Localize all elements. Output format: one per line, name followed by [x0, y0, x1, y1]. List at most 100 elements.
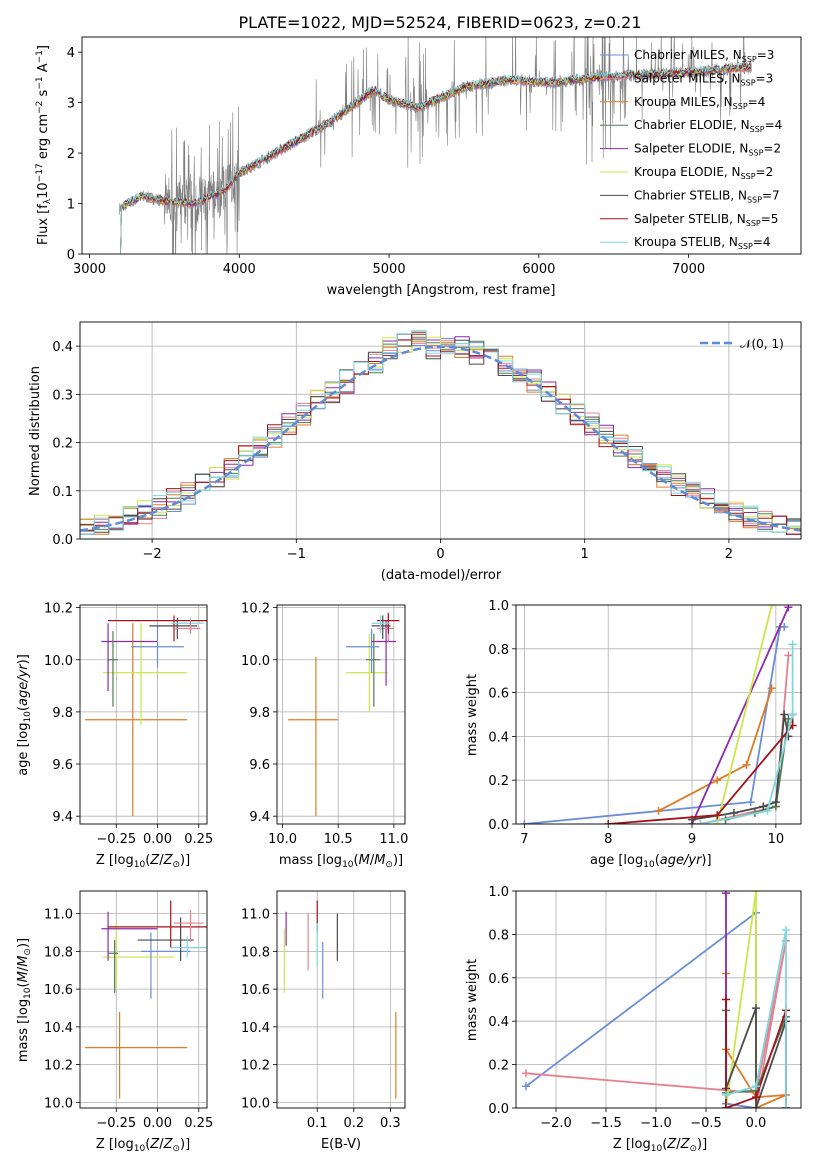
x-tick-label: −1.5: [590, 1116, 622, 1131]
legend-value: =5: [761, 212, 779, 226]
x-axis-label-part: )]: [393, 853, 403, 868]
x-axis-label: Z [log10(Z/Z⊙)]: [96, 853, 190, 870]
legend-name: Kroupa ELODIE, N: [634, 165, 741, 179]
y-tick-label: 0.6: [488, 972, 509, 987]
legend-value: =3: [757, 48, 775, 62]
y-axis-label-part: 10: [36, 182, 51, 199]
x-axis-label-part: Z [log: [96, 1137, 134, 1152]
y-axis-label-part: )]: [16, 938, 31, 948]
y-tick-label: 0.4: [52, 340, 73, 355]
massweight-vs-Z-plot-area: [522, 891, 790, 1108]
legend-value: =2: [756, 165, 774, 179]
x-tick-label: 10: [768, 832, 785, 847]
y-axis-label-part: ⊙: [23, 948, 33, 956]
x-axis-label-part: (: [145, 853, 150, 868]
legend-sub: SSP: [742, 55, 757, 64]
plus-marker: [713, 776, 722, 785]
y-axis-label-part: 10: [23, 987, 33, 999]
plus-marker: [752, 1093, 760, 1102]
mass-vs-ebv-grid: [277, 891, 405, 1108]
y-axis-label: mass weight: [465, 959, 480, 1041]
x-axis-label-part: (: [354, 853, 359, 868]
y-axis-label: age [log10(age/yr)]: [16, 654, 33, 776]
figure-title: PLATE=1022, MJD=52524, FIBERID=0623, z=0…: [238, 13, 641, 32]
y-axis-label-part: mass weight: [465, 959, 480, 1041]
legend-entry: Chabrier ELODIE, NSSP=4: [634, 118, 782, 134]
axes-frame: [79, 604, 208, 825]
legend-name: Salpeter ELODIE, N: [634, 142, 748, 156]
x-tick-label: 11.0: [379, 832, 408, 847]
x-axis-label: (data-model)/error: [381, 568, 502, 583]
mass-vs-Z-panel: −0.25 0.00 0.25 10.0 10.2 10.4 10.6 10.8 11.0 Z […: [16, 890, 213, 1154]
age-vs-mass-panel: 10.0 10.5 11.0 9.4 9.6 9.8 10.0 10.2 mass [log10…: [241, 602, 408, 870]
y-axis-label-part: s: [36, 89, 51, 100]
x-axis-label-part: Z: [163, 1137, 174, 1152]
x-axis-label-part: )]: [701, 853, 711, 868]
mass-weight-line: [525, 940, 787, 1108]
mass-weight-line: [608, 714, 794, 824]
x-tick-label: 0.1: [307, 1116, 328, 1131]
y-tick-label: 0.0: [488, 818, 509, 833]
plus-marker: [522, 1069, 530, 1078]
y-axis-label-part: −1: [35, 76, 45, 89]
x-axis-label-part: (: [655, 853, 660, 868]
y-axis-label-part: M: [16, 956, 31, 967]
age-vs-mass-plot-area: [288, 612, 400, 817]
x-tick-label: 0.2: [343, 1116, 364, 1131]
massweight-vs-age-plot-area: [520, 605, 797, 824]
plus-marker: [722, 995, 730, 1004]
x-tick-label: −1: [287, 547, 306, 562]
x-axis-label: wavelength [Angstrom, rest frame]: [327, 283, 556, 298]
x-axis-label: E(B-V): [321, 1137, 361, 1152]
x-axis-label-part: 10: [342, 860, 354, 870]
mass-weight-line: [725, 929, 787, 1108]
age-vs-Z-grid: [80, 605, 207, 824]
plus-marker: [784, 651, 793, 660]
x-axis-label-part: M: [374, 853, 385, 868]
y-axis-label-part: −2: [35, 101, 45, 114]
x-tick-label: −0.5: [690, 1116, 722, 1131]
x-axis-label-part: /: [159, 853, 164, 868]
residuals-panel: −2 −1 0 1 2 0.0 0.1 0.2 0.3 0.4 𝒩(0, 1) (data-model…: [28, 321, 802, 583]
x-axis-label-part: (: [145, 1137, 150, 1152]
x-axis-label-part: 10: [134, 1144, 146, 1154]
legend-value: =4: [748, 95, 766, 109]
legend-value: =2: [763, 142, 781, 156]
mass-vs-ebv-panel: 0.1 0.2 0.3 10.0 10.2 10.4 10.6 10.8 11.0 E(B-V): [241, 890, 406, 1152]
y-axis-label-part: ]: [36, 45, 51, 50]
y-tick-label: 10.2: [241, 602, 270, 617]
plus-marker: [654, 806, 663, 815]
spectrum-model-line: [119, 61, 751, 254]
y-tick-label: 10.4: [44, 1021, 73, 1036]
x-tick-label: 7: [520, 832, 528, 847]
y-axis-label-part: /: [16, 966, 31, 971]
plus-marker: [746, 798, 755, 807]
x-axis-label-part: age [log: [590, 853, 643, 868]
plus-marker: [722, 1104, 730, 1108]
legend-sub: SSP: [748, 149, 763, 158]
spectrum-plot-area: [119, 37, 752, 254]
x-axis-label-part: ⊙: [689, 1144, 697, 1154]
legend-name: Kroupa MILES, N: [634, 95, 733, 109]
legend-sub: SSP: [746, 219, 761, 228]
y-tick-label: 10.8: [241, 945, 270, 960]
y-tick-label: 0.1: [52, 485, 73, 500]
y-tick-label: 11.0: [44, 908, 73, 923]
massweight-vs-Z-panel: −2.0 −1.5 −1.0 −0.5 0.0 0.0 0.2 0.4 0.6 0.8 1.0 Z […: [465, 885, 802, 1154]
normal-curve: [80, 345, 801, 532]
plus-marker: [713, 811, 722, 820]
x-axis-label-part: Z: [149, 1137, 160, 1152]
y-tick-label: 0.0: [52, 533, 73, 548]
x-axis-label-part: (: [662, 1137, 667, 1152]
x-axis-label-part: ⊙: [172, 860, 180, 870]
legend-entry: Kroupa ELODIE, NSSP=2: [634, 165, 773, 181]
x-tick-label: 0.00: [143, 832, 172, 847]
y-tick-label: 0.2: [52, 437, 73, 452]
plus-marker: [604, 820, 613, 824]
plus-marker: [742, 760, 751, 769]
axes-frame: [515, 890, 802, 1109]
y-tick-label: 10.0: [44, 654, 73, 669]
x-axis-label-part: 10: [134, 860, 146, 870]
x-axis-label-part: Z [log: [613, 1137, 651, 1152]
y-axis-label-part: 10: [23, 711, 33, 723]
